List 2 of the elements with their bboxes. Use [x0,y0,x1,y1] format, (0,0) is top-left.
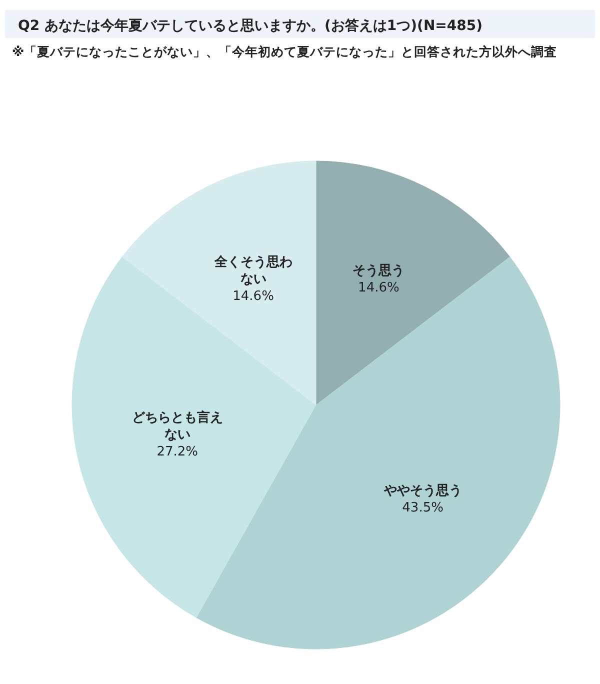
subtitle: ※「夏バテになったことがない」、「今年初めて夏バテになった」と回答された方以外へ調査 [12,44,558,59]
title: Q2 あなたは今年夏バテしていると思いますか。(お答えは1つ)(N=485) [18,18,483,34]
